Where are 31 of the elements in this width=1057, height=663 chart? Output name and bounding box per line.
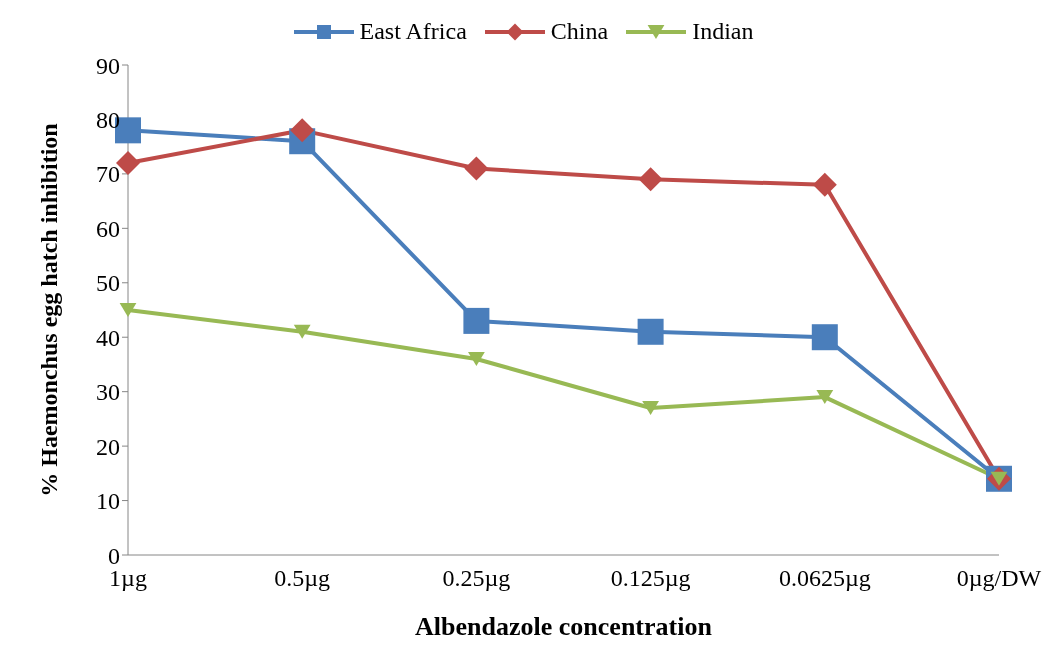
y-tick-label: 60 bbox=[96, 215, 120, 242]
y-tick-label: 40 bbox=[96, 324, 120, 351]
point bbox=[638, 167, 663, 192]
point bbox=[816, 390, 834, 405]
x-tick-label: 0.0625µg bbox=[778, 565, 871, 592]
legend-label: China bbox=[549, 18, 609, 45]
legend-label: East Africa bbox=[358, 18, 467, 45]
y-axis-title: % Haemonchus egg hatch inhibition bbox=[35, 123, 62, 497]
x-axis-title: Albendazole concentration bbox=[415, 612, 713, 641]
point bbox=[293, 324, 311, 339]
y-tick-label: 80 bbox=[96, 106, 120, 133]
point bbox=[468, 352, 485, 366]
x-tick-label: 0.25µg bbox=[442, 565, 511, 592]
x-tick-label: 0.125µg bbox=[610, 565, 691, 592]
y-tick-label: 30 bbox=[96, 379, 120, 406]
y-tick-label: 10 bbox=[96, 488, 120, 515]
point bbox=[119, 303, 137, 317]
point bbox=[290, 118, 315, 143]
y-tick-label: 90 bbox=[96, 52, 120, 79]
y-tick-label: 70 bbox=[96, 161, 120, 188]
point bbox=[637, 318, 664, 345]
y-tick-label: 50 bbox=[96, 270, 120, 297]
legend-label: Indian bbox=[691, 18, 754, 45]
point bbox=[464, 156, 489, 181]
point bbox=[811, 324, 838, 351]
x-tick-label: 0µg/DW bbox=[956, 565, 1042, 592]
x-tick-label: 0.5µg bbox=[274, 565, 331, 592]
y-tick-label: 20 bbox=[96, 433, 120, 460]
point bbox=[642, 401, 659, 415]
point bbox=[463, 307, 490, 334]
point bbox=[812, 172, 837, 197]
